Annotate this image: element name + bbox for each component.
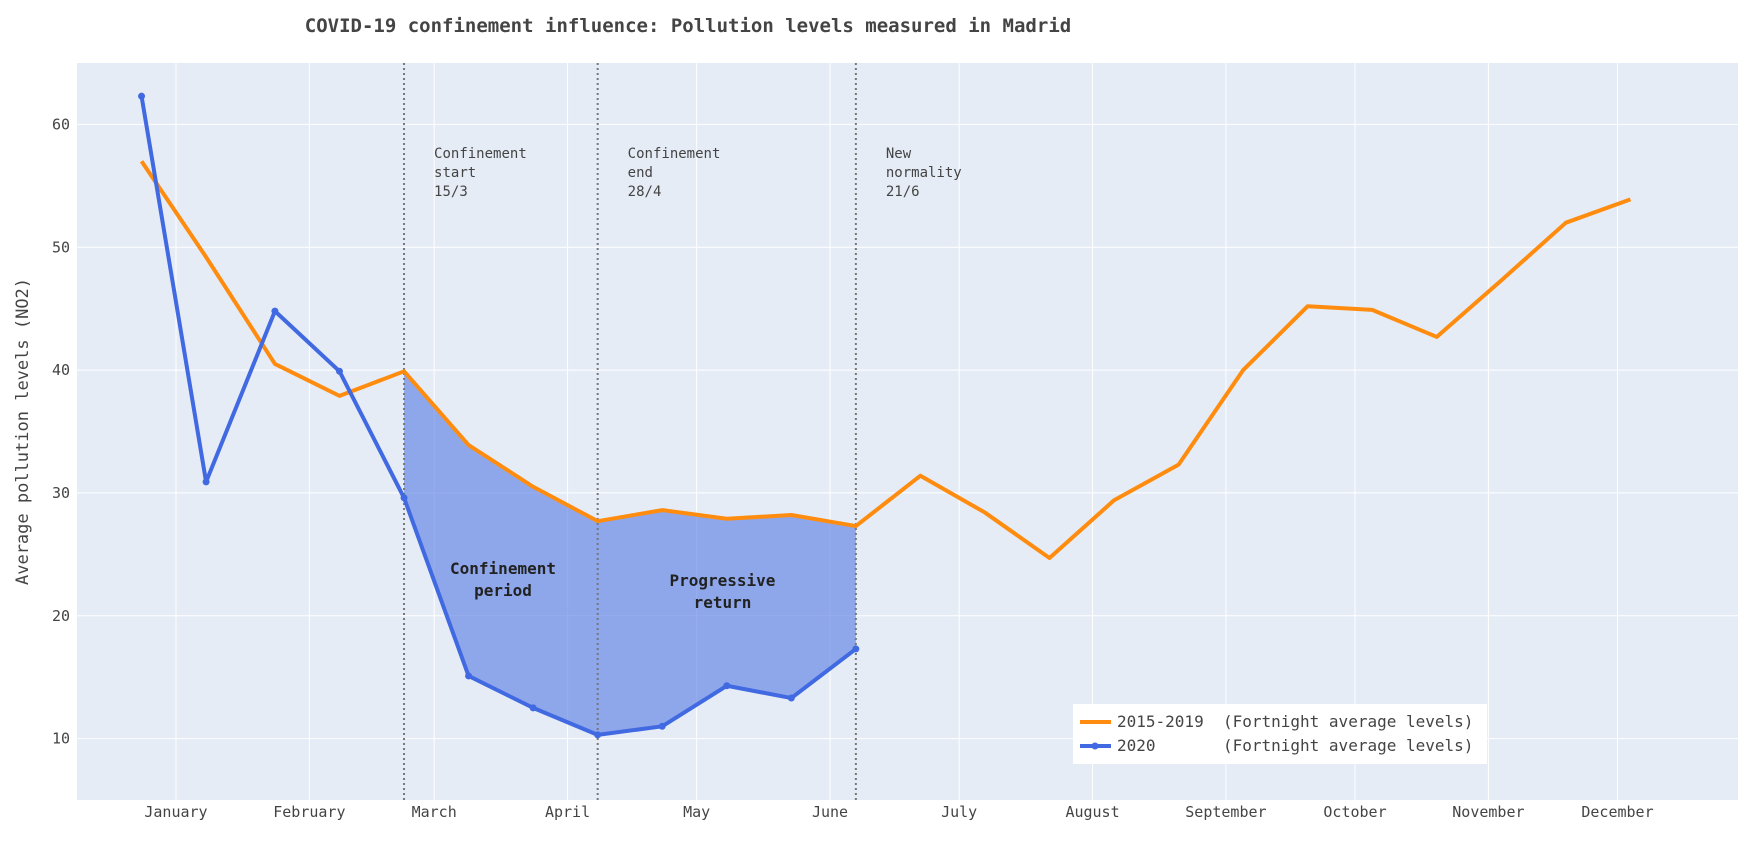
x-tick-label: December	[1581, 803, 1653, 821]
y-tick-label: 10	[52, 730, 70, 748]
series-1-point-5	[465, 672, 473, 680]
x-tick-label: June	[812, 803, 848, 821]
series-1-point-1	[202, 478, 210, 486]
plot-background	[77, 63, 1738, 800]
series-1-point-11	[852, 645, 860, 653]
series-1-point-10	[787, 694, 795, 702]
region-label-1-1: return	[694, 593, 752, 612]
vline-label-0-2: 15/3	[434, 184, 468, 200]
fill-area	[404, 371, 856, 735]
y-tick-label: 40	[52, 361, 70, 379]
legend-label-0: 2015-2019 (Fortnight average levels)	[1117, 712, 1473, 731]
x-tick-label: November	[1452, 803, 1524, 821]
y-axis-label: Average pollution levels (NO2)	[13, 278, 33, 585]
x-tick-label: January	[144, 803, 207, 821]
series-1-point-3	[335, 367, 343, 375]
x-tick-label: August	[1065, 803, 1119, 821]
legend-marker-1	[1091, 742, 1099, 750]
region-label-1-0: Progressive	[669, 571, 775, 590]
vline-label-0-1: start	[434, 165, 476, 181]
vline-label-1-2: 28/4	[628, 184, 662, 200]
region-label-0-0: Confinement	[450, 559, 556, 578]
vline-label-2-2: 21/6	[886, 184, 920, 200]
x-tick-label: April	[545, 803, 590, 821]
vline-label-1-1: end	[628, 165, 653, 181]
region-label-0-1: period	[474, 581, 532, 600]
series-lines	[138, 92, 1632, 739]
vline-label-2-0: New	[886, 146, 912, 162]
y-tick-label: 20	[52, 607, 70, 625]
series-line-0	[139, 160, 1632, 561]
series-1-point-4	[400, 494, 408, 502]
axes: 10 20 30 40 50 60 January February March April May…	[52, 115, 1654, 821]
series-line-1	[139, 95, 858, 737]
series-1-point-6	[529, 704, 537, 712]
legend-box	[1073, 704, 1487, 764]
vline-label-2-1: normality	[886, 165, 962, 181]
x-tick-label: March	[412, 803, 457, 821]
x-tick-label: October	[1323, 803, 1386, 821]
x-tick-label: September	[1185, 803, 1266, 821]
confinement-fill	[404, 371, 856, 735]
x-tick-label: February	[273, 803, 345, 821]
annotations: Confinement start 15/3 Confinement end 28/4 Ne…	[434, 146, 962, 612]
x-tick-label: May	[683, 803, 710, 821]
legend-label-1: 2020 (Fortnight average levels)	[1117, 736, 1473, 755]
y-tick-label: 50	[52, 238, 70, 256]
y-tick-label: 30	[52, 484, 70, 502]
vline-label-0-0: Confinement	[434, 146, 527, 162]
vline-label-1-0: Confinement	[628, 146, 721, 162]
series-1-point-7	[594, 731, 602, 739]
series-1-point-8	[658, 722, 666, 730]
y-tick-label: 60	[52, 115, 70, 133]
x-tick-label: July	[941, 803, 977, 821]
series-1-point-0	[138, 92, 146, 100]
legend: 2015-2019 (Fortnight average levels) 2020…	[1073, 704, 1487, 764]
series-1-point-9	[723, 682, 731, 690]
series-1-point-2	[271, 307, 279, 315]
chart-title: COVID-19 confinement influence: Pollutio…	[305, 15, 1071, 37]
